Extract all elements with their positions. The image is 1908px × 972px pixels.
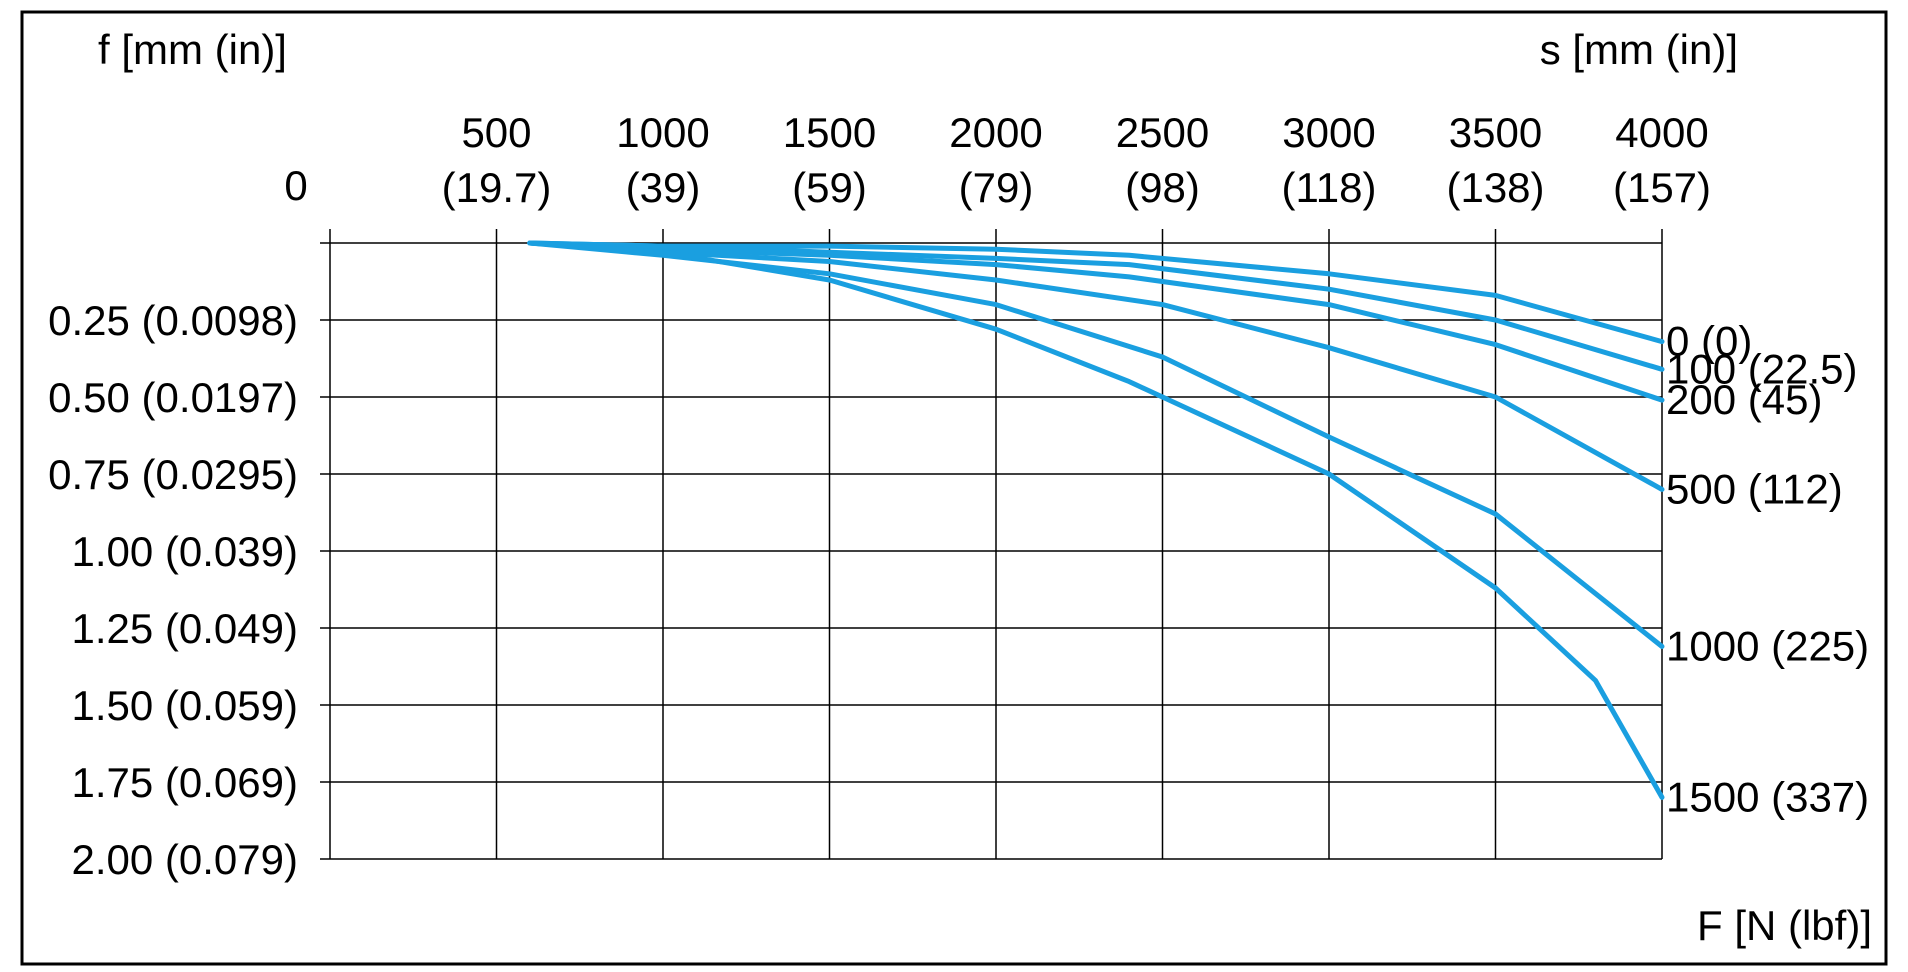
- x-origin-label: 0: [284, 162, 307, 209]
- y-tick-label: 0.75 (0.0295): [48, 451, 298, 498]
- x-tick-label-in: (79): [959, 164, 1034, 211]
- y-tick-label: 1.25 (0.049): [72, 605, 299, 652]
- y-tick-label: 0.50 (0.0197): [48, 374, 298, 421]
- x-tick-label-in: (39): [626, 164, 701, 211]
- label-layer: f [mm (in)] s [mm (in)] 0 F [N (lbf)] 50…: [48, 26, 1872, 949]
- series-label: 100 (22.5): [1666, 345, 1857, 392]
- y-tick-label: 2.00 (0.079): [72, 836, 299, 883]
- chart-frame: [20, 10, 1888, 966]
- series-line: [527, 240, 1665, 492]
- series-line: [527, 240, 1665, 372]
- x-tick-label-mm: 4000: [1615, 109, 1708, 156]
- x-tick-label-in: (19.7): [442, 164, 552, 211]
- y-tick-label: 1.75 (0.069): [72, 759, 299, 806]
- x-tick-label-in: (59): [792, 164, 867, 211]
- y-axis-title: f [mm (in)]: [98, 26, 287, 73]
- y-tick-label: 1.00 (0.039): [72, 528, 299, 575]
- series-line: [527, 240, 1665, 800]
- x-tick-label-mm: 2500: [1116, 109, 1209, 156]
- x-tick-label-mm: 2000: [949, 109, 1042, 156]
- series-label: 200 (45): [1666, 376, 1822, 423]
- x-tick-label-mm: 1000: [616, 109, 709, 156]
- series-layer: [527, 240, 1665, 800]
- grid-layer: [320, 229, 1663, 860]
- y-tick-label: 1.50 (0.059): [72, 682, 299, 729]
- series-label: 1000 (225): [1666, 622, 1869, 669]
- x-tick-label-mm: 500: [461, 109, 531, 156]
- x-axis-title: s [mm (in)]: [1540, 26, 1738, 73]
- x-tick-label-in: (118): [1282, 164, 1377, 211]
- y-tick-label: 0.25 (0.0098): [48, 297, 298, 344]
- series-line: [527, 240, 1665, 403]
- x-tick-label-in: (157): [1613, 164, 1711, 211]
- series-label: 1500 (337): [1666, 773, 1869, 820]
- x-tick-label-in: (138): [1446, 164, 1544, 211]
- x-tick-label-mm: 1500: [783, 109, 876, 156]
- x-tick-label-mm: 3500: [1449, 109, 1542, 156]
- x-tick-label-in: (98): [1125, 164, 1200, 211]
- legend-title: F [N (lbf)]: [1697, 902, 1872, 949]
- series-label: 0 (0): [1666, 318, 1752, 365]
- series-label: 500 (112): [1666, 465, 1843, 512]
- x-tick-label-mm: 3000: [1282, 109, 1375, 156]
